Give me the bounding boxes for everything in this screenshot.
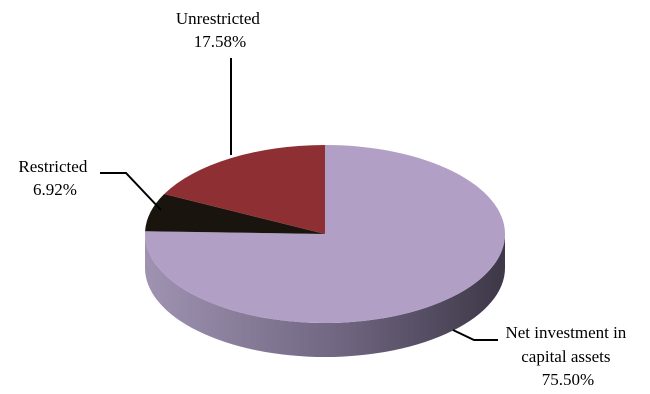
- pie-side-net-investment-in-capital-assets: [145, 234, 505, 357]
- label-restricted-value: 6.92%: [33, 180, 77, 199]
- label-restricted-name: Restricted: [18, 157, 87, 176]
- label-unrestricted-value: 17.58%: [194, 32, 246, 51]
- label-unrestricted: Unrestricted 17.58%: [176, 9, 264, 51]
- pie-slices: [145, 145, 505, 323]
- label-net-investment-name-1: Net investment in: [505, 323, 626, 342]
- leader-line-net-investment: [452, 329, 498, 341]
- label-net-investment-value: 75.50%: [542, 370, 594, 389]
- label-net-investment: Net investment in capital assets 75.50%: [505, 323, 630, 389]
- label-net-investment-name-2: capital assets: [521, 347, 610, 366]
- label-restricted: Restricted 6.92%: [18, 157, 91, 199]
- pie-3d-side: [145, 234, 505, 357]
- pie-slice-restricted: [145, 193, 325, 234]
- pie-slice-unrestricted: [164, 145, 325, 234]
- leader-line-restricted: [100, 172, 162, 211]
- label-unrestricted-name: Unrestricted: [176, 9, 261, 28]
